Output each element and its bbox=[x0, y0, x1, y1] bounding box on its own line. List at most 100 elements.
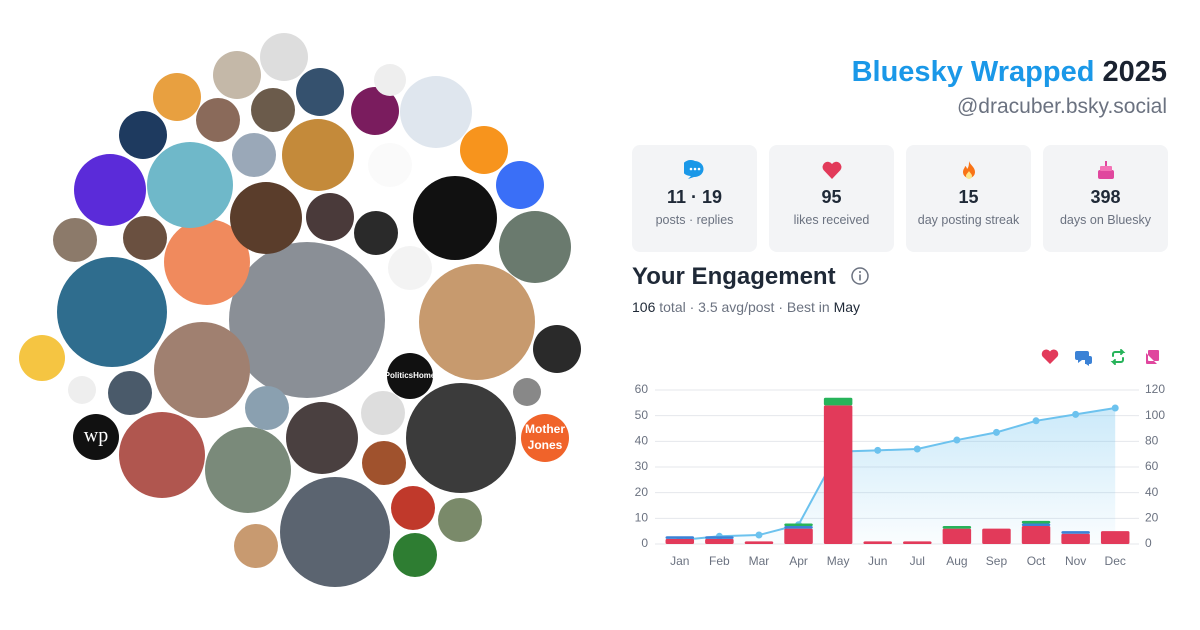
avatar bbox=[164, 219, 250, 305]
avatar bbox=[251, 88, 295, 132]
stat-value: 398 bbox=[1090, 187, 1121, 207]
x-tick-label: Apr bbox=[789, 554, 808, 568]
bar bbox=[823, 397, 853, 406]
summary: 106 total · 3.5 avg/post · Best in May bbox=[632, 299, 860, 315]
bar bbox=[942, 526, 972, 529]
avatar bbox=[413, 176, 497, 260]
stat-label: likes received bbox=[793, 213, 870, 227]
section-title-text: Your Engagement bbox=[632, 263, 836, 290]
legend-icon[interactable] bbox=[1110, 349, 1126, 365]
bar bbox=[942, 528, 972, 544]
line-point bbox=[953, 436, 961, 444]
avatar bbox=[388, 246, 432, 290]
avatar bbox=[73, 414, 119, 460]
x-tick-label: Nov bbox=[1065, 554, 1086, 568]
legend-icon[interactable] bbox=[1075, 351, 1092, 366]
title: Bluesky Wrapped 2025 bbox=[852, 56, 1167, 89]
x-tick-label: Aug bbox=[946, 554, 967, 568]
avatar bbox=[245, 386, 289, 430]
avatar bbox=[496, 161, 544, 209]
avatar bbox=[521, 414, 569, 462]
bar bbox=[744, 541, 774, 544]
avatar bbox=[196, 98, 240, 142]
x-tick-label: May bbox=[827, 554, 850, 568]
y-tick-label: 0 bbox=[641, 536, 648, 550]
stat-card: 11 · 19 posts · replies bbox=[632, 145, 757, 252]
x-tick-label: Oct bbox=[1027, 554, 1046, 568]
avatar bbox=[230, 182, 302, 254]
legend-icon[interactable] bbox=[1146, 350, 1159, 364]
avatar bbox=[368, 143, 412, 187]
avatar bbox=[533, 325, 581, 373]
avatar-cluster: Mother Jones PoliticsHome wp bbox=[19, 33, 581, 587]
bar bbox=[982, 528, 1011, 544]
title-text: Bluesky Wrapped bbox=[851, 56, 1095, 88]
y2-tick-label: 40 bbox=[1145, 485, 1159, 499]
x-tick-label: Jan bbox=[670, 554, 689, 568]
avatar-text: PoliticsHome bbox=[385, 371, 436, 380]
avatar bbox=[296, 68, 344, 116]
avatar bbox=[280, 477, 390, 587]
avatar bbox=[400, 76, 472, 148]
stat-card: 95 likes received bbox=[769, 145, 894, 252]
avatar bbox=[306, 193, 354, 241]
line-point bbox=[1072, 410, 1080, 418]
avatar bbox=[282, 119, 354, 191]
avatar bbox=[53, 218, 97, 262]
bar bbox=[1021, 520, 1051, 524]
y2-tick-label: 100 bbox=[1145, 408, 1165, 422]
bar bbox=[1061, 533, 1090, 544]
bar bbox=[863, 541, 892, 544]
stat-label: posts · replies bbox=[655, 213, 734, 227]
bar bbox=[784, 528, 813, 544]
bar bbox=[784, 526, 813, 529]
avatar bbox=[419, 264, 535, 380]
avatar bbox=[147, 142, 233, 228]
bar bbox=[705, 536, 734, 539]
y2-tick-label: 120 bbox=[1145, 382, 1165, 396]
icon bbox=[684, 160, 704, 179]
info-icon[interactable] bbox=[850, 266, 870, 286]
avatar bbox=[108, 371, 152, 415]
avatar bbox=[213, 51, 261, 99]
y2-tick-label: 20 bbox=[1145, 511, 1159, 525]
avatar bbox=[393, 533, 437, 577]
stat-label: days on Bluesky bbox=[1059, 213, 1152, 227]
line-point bbox=[1111, 404, 1119, 412]
bar bbox=[1100, 531, 1130, 544]
bar bbox=[665, 536, 695, 539]
icon bbox=[822, 161, 842, 179]
title-year: 2025 bbox=[1102, 56, 1167, 88]
avatar bbox=[57, 257, 167, 367]
stat-value: 95 bbox=[821, 187, 842, 207]
avatar bbox=[232, 133, 276, 177]
avatar-text: Jones bbox=[528, 438, 563, 452]
icon bbox=[1098, 161, 1114, 179]
stat-label: day posting streak bbox=[917, 213, 1020, 227]
line-point bbox=[913, 445, 921, 453]
avatar bbox=[234, 524, 278, 568]
x-tick-label: Feb bbox=[709, 554, 730, 568]
y-tick-label: 10 bbox=[635, 511, 649, 525]
y-tick-label: 60 bbox=[635, 382, 649, 396]
avatar bbox=[438, 498, 482, 542]
y-tick-label: 50 bbox=[635, 408, 649, 422]
stat-value: 15 bbox=[958, 187, 979, 207]
summary-text: total · 3.5 avg/post · Best in bbox=[659, 299, 830, 315]
line-point bbox=[874, 446, 882, 454]
line-point bbox=[755, 531, 763, 539]
handle: @dracuber.bsky.social bbox=[956, 95, 1167, 118]
y2-tick-label: 60 bbox=[1145, 459, 1159, 473]
avatar bbox=[119, 111, 167, 159]
legend-icon[interactable] bbox=[1041, 349, 1059, 364]
x-tick-label: Sep bbox=[986, 554, 1008, 568]
avatar bbox=[205, 427, 291, 513]
stat-card: 398 days on Bluesky bbox=[1043, 145, 1168, 252]
y-tick-label: 40 bbox=[635, 434, 649, 448]
x-tick-label: Jun bbox=[868, 554, 887, 568]
bar bbox=[705, 538, 734, 544]
line-point bbox=[1032, 417, 1040, 425]
x-tick-label: Jul bbox=[910, 554, 925, 568]
avatar bbox=[362, 441, 406, 485]
